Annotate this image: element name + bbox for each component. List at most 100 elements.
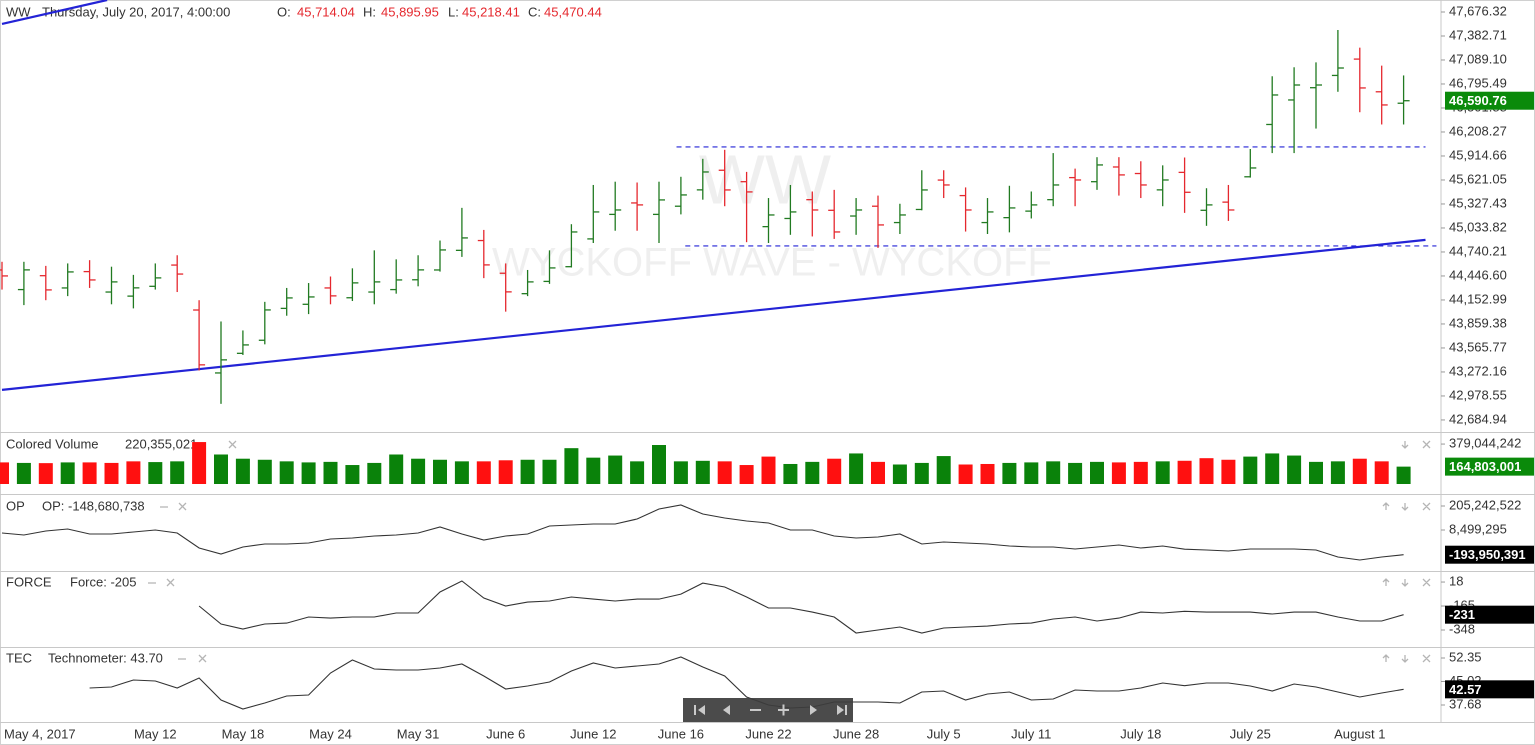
last-value-label: 164,803,001 [1449,459,1521,474]
volume-bar [761,456,776,484]
panel-controls[interactable] [1382,578,1431,587]
volume-bar [214,454,228,484]
watermark: WW [699,140,831,218]
x-tick-label: May 4, 2017 [4,726,76,741]
nav-toolbar [683,698,853,722]
y-tick-label: 37.68 [1449,696,1482,711]
panel-controls[interactable] [1382,502,1431,511]
x-tick-label: June 16 [658,726,704,741]
volume-bar [1243,456,1258,484]
last-value-label: -231 [1449,607,1475,622]
y-tick-label: 18 [1449,573,1463,588]
y-tick-label: 43,272.16 [1449,363,1507,378]
panel-controls[interactable] [1382,654,1431,663]
x-tick-label: June 12 [570,726,616,741]
last-value-label: 42.57 [1449,682,1482,697]
volume-bar [673,461,688,484]
zoom-in[interactable] [778,704,789,716]
volume-bar [958,464,973,484]
panel-menu[interactable] [178,654,207,663]
volume-bar [608,455,623,484]
volume-bar [1221,459,1236,484]
panel-icons [148,440,1431,663]
volume-bar [542,459,557,484]
volume-bar [0,462,9,484]
readout-label: H: [363,4,376,19]
panel-menu[interactable] [160,502,187,511]
volume-bar [980,463,995,484]
last-value-box [1445,545,1534,564]
volume-bar [564,448,579,484]
zoom-out[interactable] [750,709,761,711]
y-tick-label: -348 [1449,621,1475,636]
watermark: WYCKOFF WAVE - WYCKOFF [492,241,1052,285]
panel-title: TEC [6,650,32,665]
panel-readout: 220,355,021 [125,436,197,451]
volume-bar [1068,462,1083,484]
volume-bar [695,460,710,484]
volume-bar [805,461,820,484]
indicator-line [198,580,1404,634]
panel-readout: OP: -148,680,738 [42,498,145,513]
y-tick-label: 44,446.60 [1449,267,1507,282]
volume-bar [1374,461,1389,484]
last-value-box [1445,457,1534,476]
y-tick-label: 45,033.82 [1449,219,1507,234]
indicator-line [1,504,1404,561]
volume-bar [1090,461,1104,484]
panel-controls[interactable] [1401,440,1431,449]
nav-first[interactable] [694,705,705,715]
volume-bar [476,461,491,484]
y-tick-label: 46,208.27 [1449,123,1507,138]
volume-bar [1287,455,1302,484]
x-tick-label: August 1 [1334,726,1385,741]
volume-bar [38,463,53,484]
x-tick-label: July 11 [1011,726,1051,741]
y-tick-label: 8,499,295 [1449,521,1507,536]
watermark-layer: WW WYCKOFF WAVE - WYCKOFF [492,140,1052,284]
close-icon[interactable] [228,440,237,449]
volume-bar [1177,460,1192,484]
last-value-box [1445,680,1534,699]
x-tick-label: May 18 [222,726,265,741]
panel-title: OP [6,498,25,513]
readout-value: 45,895.95 [381,4,439,19]
volume-bar [235,458,250,484]
volume-bar [1309,461,1323,484]
readout-value: 45,218.41 [462,4,520,19]
readout-label: C: [528,4,541,19]
nav-last[interactable] [837,705,847,715]
x-tick-label: June 28 [833,726,879,741]
y-tick-label: 43,565.77 [1449,339,1507,354]
volume-bar [1002,462,1017,484]
volume-bar [849,453,864,484]
y-tick-label: 43,859.38 [1449,315,1507,330]
nav-next[interactable] [810,705,817,715]
x-tick-label: May 12 [134,726,177,741]
panel-menu[interactable] [148,578,175,587]
volume-bar [1111,462,1126,484]
y-tick-label: 47,382.71 [1449,27,1507,42]
volume-bar [323,461,338,484]
volume-bar [1155,461,1170,484]
volume-bar [1199,458,1214,484]
y-tick-label: 45,327.43 [1449,195,1507,210]
y-tick-label: 52.35 [1449,649,1482,664]
volume-bar [914,462,929,484]
y-tick-label: 205,242,522 [1449,497,1521,512]
volume-bar [389,454,404,484]
nav-prev[interactable] [723,705,730,715]
volume-bar [82,462,97,484]
volume-bar [16,462,31,484]
volume-bar [170,461,185,484]
volume-bar [520,459,535,484]
volume-bar [717,461,732,484]
y-tick-label: 45,914.66 [1449,147,1507,162]
y-tick-label: 45,621.05 [1449,171,1507,186]
volume-bar [345,465,360,484]
toolbar-bg [683,698,853,722]
x-tick-label: May 24 [309,726,352,741]
panel-title: FORCE [6,574,52,589]
volume-bar [279,461,294,484]
